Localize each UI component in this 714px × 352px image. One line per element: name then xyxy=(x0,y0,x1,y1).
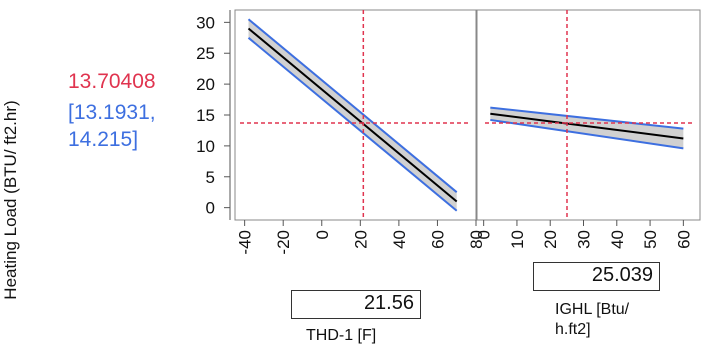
thd1-factor-label: THD-1 [F] xyxy=(306,327,377,344)
ighl-prediction-line xyxy=(490,112,684,140)
ighl-panel-frame xyxy=(476,9,701,221)
thd1-prediction-line xyxy=(247,27,458,203)
y-tick-label: 15 xyxy=(196,106,215,125)
y-tick-label: 5 xyxy=(206,168,215,187)
ighl-upper-ci-line xyxy=(490,106,684,130)
thd1-panel-frame xyxy=(234,9,477,221)
y-tick-label: 25 xyxy=(196,44,215,63)
ighl-x-tick-label: 40 xyxy=(608,230,627,249)
thd1-value-input[interactable]: 21.56 xyxy=(291,290,421,319)
ighl-x-tick-label: 60 xyxy=(674,230,693,249)
y-tick-label: 0 xyxy=(206,199,215,218)
ighl-x-tick-label: 30 xyxy=(575,230,594,249)
ighl-x-tick-label: 50 xyxy=(641,230,660,249)
ighl-factor-label: IGHL [Btu/ h.ft2] xyxy=(555,301,630,338)
ighl-x-tick-label: 10 xyxy=(508,230,527,249)
thd1-x-tick-label: 0 xyxy=(313,230,332,239)
thd1-x-tick-label: 40 xyxy=(390,230,409,249)
thd1-x-tick-label: 20 xyxy=(351,230,370,249)
confidence-interval: [13.1931, 14.215] xyxy=(68,101,156,151)
ighl-x-tick-label: 20 xyxy=(541,230,560,249)
ighl-confidence-band xyxy=(490,107,684,149)
ighl-value-input[interactable]: 25.039 xyxy=(533,262,660,291)
thd1-upper-ci-line xyxy=(247,18,458,193)
ighl-x-tick-label: 0 xyxy=(475,230,494,239)
thd1-x-tick-label: 60 xyxy=(428,230,447,249)
y-tick-label: 30 xyxy=(196,13,215,32)
predicted-value: 13.70408 xyxy=(68,70,156,93)
thd1-x-tick-label: -40 xyxy=(236,230,255,255)
ighl-lower-ci-line xyxy=(490,118,684,150)
y-tick-label: 10 xyxy=(196,137,215,156)
thd1-lower-ci-line xyxy=(247,37,458,212)
thd1-x-tick-label: -20 xyxy=(274,230,293,255)
thd1-x-tick-label: 80 xyxy=(467,230,486,249)
y-tick-label: 20 xyxy=(196,75,215,94)
